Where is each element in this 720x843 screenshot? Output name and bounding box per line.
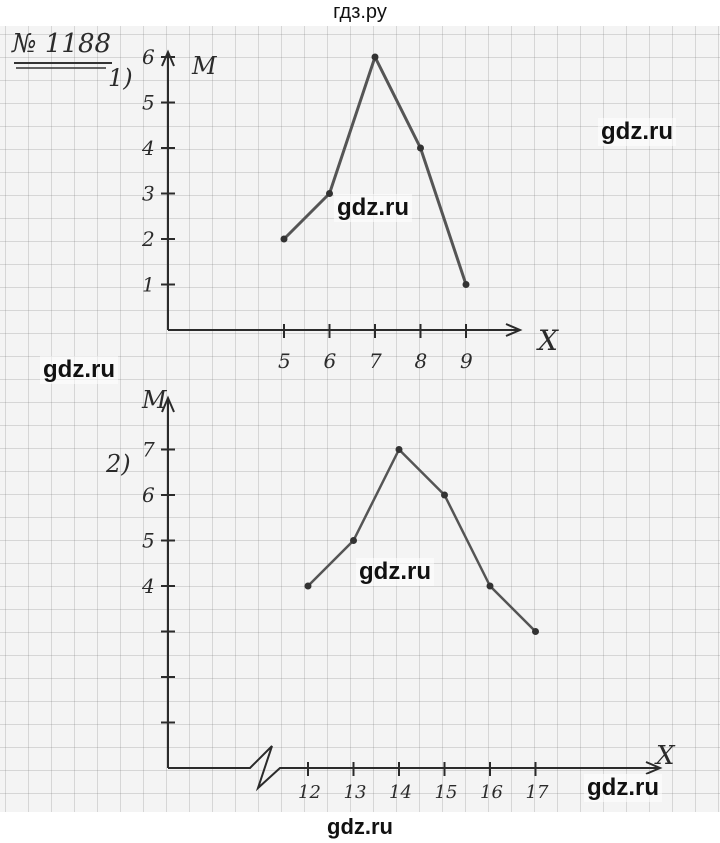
chart-2-y-tick-label: 5 [142, 529, 155, 553]
watermark-5: gdz.ru [584, 774, 662, 802]
chart-1-data-point [462, 281, 470, 288]
chart-2-data-point [486, 582, 494, 590]
chart-1-x-tick-label: 7 [369, 349, 382, 373]
watermark-3: gdz.ru [40, 356, 118, 384]
chart-2-data-point [304, 582, 312, 590]
site-header: гдз.ру [0, 0, 720, 26]
chart-2-data-point [350, 537, 357, 544]
chart-1-x-arrow [505, 323, 523, 337]
chart-1-y-tick-label: 6 [142, 45, 155, 69]
chart-1-x-tick-label: 5 [278, 349, 291, 373]
chart-2-x-tick-label: 13 [344, 782, 367, 803]
chart-2-x-tick-label: 15 [435, 782, 458, 803]
chart-1-y-tick-label: 1 [142, 273, 155, 297]
chart-2-x-tick-label: 17 [526, 782, 549, 803]
chart-1-y-arrow [161, 49, 175, 67]
chart-2-y-arrow [161, 395, 175, 413]
chart-2-x-tick-label: 12 [298, 782, 321, 803]
chart-2-y-tick-label: 6 [142, 483, 155, 507]
exercise-number: № 1188 [11, 29, 111, 59]
chart-1-data-point [417, 144, 424, 152]
chart-1-y-tick-label: 3 [142, 182, 155, 206]
chart-1-x-tick-label: 9 [460, 349, 473, 373]
chart-2-x-arrow [645, 761, 663, 775]
chart-1-y-tick-label: 4 [141, 136, 155, 160]
chart-1-x-tick-label: 8 [415, 349, 428, 373]
chart-2: 2) M X 12 13 14 15 16 17 4 5 6 7 [105, 386, 676, 803]
chart-2-x-axis [168, 745, 660, 792]
site-footer: gdz.ru [0, 812, 720, 843]
chart-2-series-line [307, 448, 537, 633]
chart-2-x-tick-label: 16 [480, 782, 503, 803]
chart-2-y-tick-label: 4 [141, 574, 155, 598]
chart-2-y-label: M [141, 386, 168, 414]
chart-1-y-tick-label: 2 [141, 227, 155, 251]
chart-1-label: 1) [108, 64, 133, 92]
chart-1-y-tick-label: 5 [142, 91, 155, 115]
chart-1-data-point [326, 190, 333, 197]
chart-2-data-point [532, 628, 539, 635]
watermark-4: gdz.ru [356, 558, 434, 586]
watermark-1: gdz.ru [598, 118, 676, 146]
chart-2-x-tick-label: 14 [389, 782, 412, 803]
chart-1-x-label: X [536, 324, 559, 357]
watermark-2: gdz.ru [334, 194, 412, 222]
chart-1-x-tick-label: 6 [324, 349, 337, 373]
chart-1-data-point [280, 235, 288, 243]
chart-1-y-label: M [191, 52, 218, 80]
chart-1: 1) M X 5 6 7 8 9 1 2 3 4 5 6 [108, 45, 559, 373]
chart-1-data-point [371, 53, 379, 61]
chart-2-data-point [395, 446, 403, 453]
chart-2-data-point [441, 491, 448, 499]
chart-1-series-line [282, 55, 468, 285]
chart-2-y-tick-label: 7 [142, 438, 155, 462]
chart-2-x-label: X [654, 741, 676, 771]
chart-2-label: 2) [105, 450, 131, 478]
